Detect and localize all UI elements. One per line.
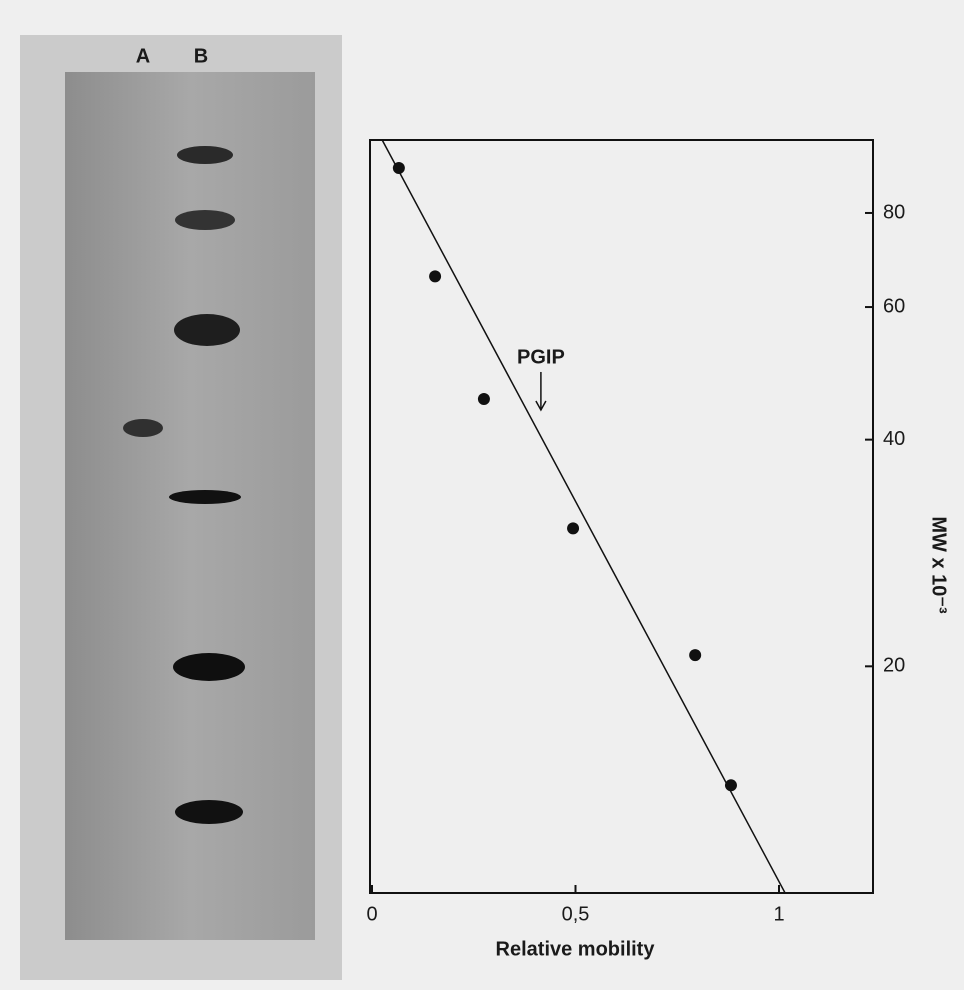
data-point xyxy=(429,270,442,283)
data-point xyxy=(689,649,702,662)
band xyxy=(173,653,245,681)
y-tick-label: 20 xyxy=(883,655,905,677)
data-point xyxy=(477,392,490,405)
band xyxy=(174,314,240,346)
lane-label: A xyxy=(136,45,150,67)
y-tick-label: 80 xyxy=(883,201,905,223)
annotation-arrowhead xyxy=(535,400,547,412)
band xyxy=(169,490,241,504)
band xyxy=(175,210,235,230)
gel-photo: A B xyxy=(20,35,342,980)
fit-line xyxy=(381,139,786,894)
annotation: PGIP xyxy=(517,346,565,368)
x-tick-label: 0 xyxy=(366,903,377,925)
band xyxy=(175,800,243,824)
y-axis-title: MW x 10⁻³ xyxy=(928,516,950,614)
y-tick-label: 60 xyxy=(883,295,905,317)
data-point xyxy=(392,161,405,174)
x-axis-title: Relative mobility xyxy=(496,938,656,960)
data-point xyxy=(724,779,737,792)
x-tick-label: 1 xyxy=(773,903,784,925)
data-point xyxy=(567,522,580,535)
y-tick-label: 40 xyxy=(883,428,905,450)
band xyxy=(123,419,163,437)
lane-label: B xyxy=(194,45,208,67)
x-tick-label: 0,5 xyxy=(562,903,590,925)
band xyxy=(177,146,233,164)
plot-frame xyxy=(369,139,874,894)
